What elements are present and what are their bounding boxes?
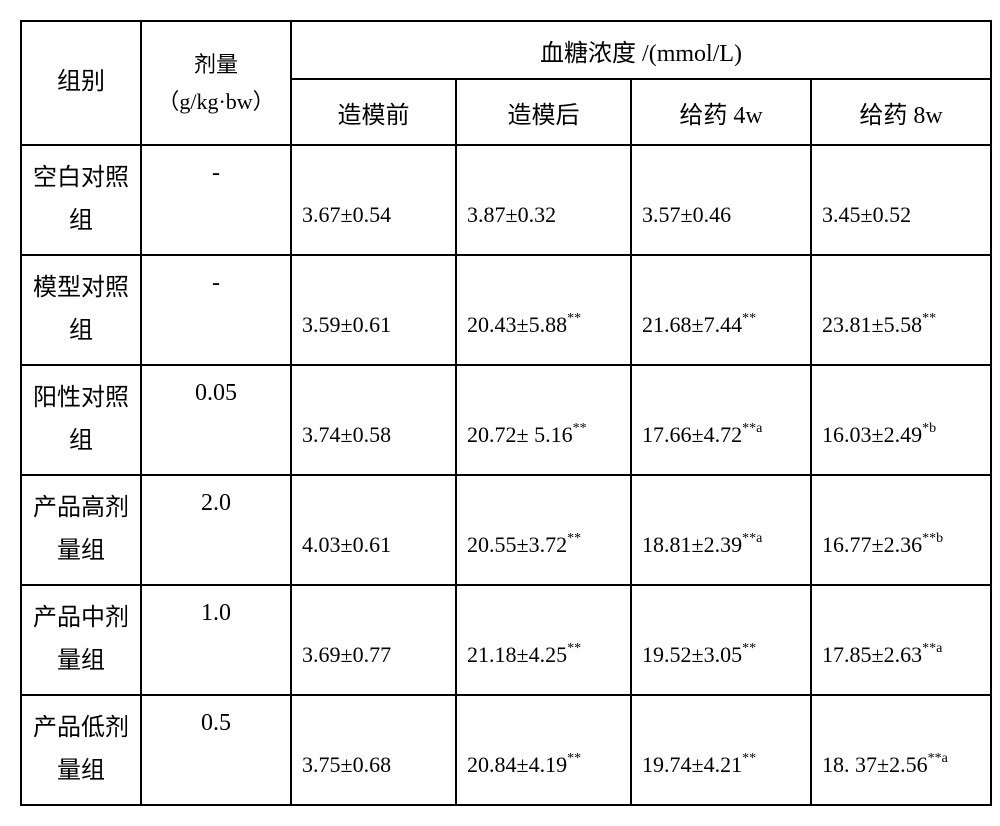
header-post-model: 造模后 xyxy=(456,79,631,145)
data-cell: 3.45±0.52 xyxy=(811,145,991,255)
row-group-label: 阳性对照组 xyxy=(21,365,141,475)
superscript-marker: **b xyxy=(922,531,943,546)
data-cell: 20.43±5.88** xyxy=(456,255,631,365)
row-group-label: 模型对照组 xyxy=(21,255,141,365)
superscript-marker: **a xyxy=(922,641,942,656)
row-dose-value: - xyxy=(141,255,291,365)
superscript-marker: ** xyxy=(567,311,581,326)
superscript-marker: **a xyxy=(742,421,762,436)
superscript-marker: ** xyxy=(573,421,587,436)
row-group-label: 产品高剂量组 xyxy=(21,475,141,585)
superscript-marker: ** xyxy=(567,641,581,656)
data-cell: 18.81±2.39**a xyxy=(631,475,811,585)
table-row: 产品低剂量组0.53.75±0.6820.84±4.19**19.74±4.21… xyxy=(21,695,991,805)
row-group-label: 空白对照组 xyxy=(21,145,141,255)
row-group-label: 产品低剂量组 xyxy=(21,695,141,805)
table-row: 产品中剂量组1.03.69±0.7721.18±4.25**19.52±3.05… xyxy=(21,585,991,695)
data-cell: 20.55±3.72** xyxy=(456,475,631,585)
blood-glucose-table: 组别 剂量 （g/kg·bw） 血糖浓度 /(mmol/L) 造模前 造模后 给… xyxy=(20,20,992,806)
data-cell: 3.87±0.32 xyxy=(456,145,631,255)
data-cell: 16.03±2.49*b xyxy=(811,365,991,475)
data-cell: 17.85±2.63**a xyxy=(811,585,991,695)
header-concentration: 血糖浓度 /(mmol/L) xyxy=(291,21,991,79)
data-cell: 3.67±0.54 xyxy=(291,145,456,255)
data-cell: 20.72± 5.16** xyxy=(456,365,631,475)
row-group-label: 产品中剂量组 xyxy=(21,585,141,695)
superscript-marker: **a xyxy=(928,751,948,766)
data-cell: 4.03±0.61 xyxy=(291,475,456,585)
superscript-marker: ** xyxy=(742,641,756,656)
table-row: 阳性对照组0.053.74±0.5820.72± 5.16**17.66±4.7… xyxy=(21,365,991,475)
header-pre-model: 造模前 xyxy=(291,79,456,145)
data-cell: 23.81±5.58** xyxy=(811,255,991,365)
data-cell: 20.84±4.19** xyxy=(456,695,631,805)
data-cell: 3.69±0.77 xyxy=(291,585,456,695)
row-dose-value: 0.05 xyxy=(141,365,291,475)
data-cell: 18. 37±2.56**a xyxy=(811,695,991,805)
data-cell: 16.77±2.36**b xyxy=(811,475,991,585)
data-cell: 19.52±3.05** xyxy=(631,585,811,695)
table-row: 空白对照组-3.67±0.543.87±0.323.57±0.463.45±0.… xyxy=(21,145,991,255)
data-cell: 3.74±0.58 xyxy=(291,365,456,475)
row-dose-value: 1.0 xyxy=(141,585,291,695)
data-cell: 19.74±4.21** xyxy=(631,695,811,805)
data-table-container: 组别 剂量 （g/kg·bw） 血糖浓度 /(mmol/L) 造模前 造模后 给… xyxy=(20,20,980,806)
superscript-marker: **a xyxy=(742,531,762,546)
superscript-marker: ** xyxy=(567,531,581,546)
header-dose-line1: 剂量 xyxy=(194,52,238,77)
table-row: 产品高剂量组2.04.03±0.6120.55±3.72**18.81±2.39… xyxy=(21,475,991,585)
header-dose-8w: 给药 8w xyxy=(811,79,991,145)
table-row: 模型对照组-3.59±0.6120.43±5.88**21.68±7.44**2… xyxy=(21,255,991,365)
row-dose-value: 2.0 xyxy=(141,475,291,585)
superscript-marker: ** xyxy=(567,751,581,766)
data-cell: 17.66±4.72**a xyxy=(631,365,811,475)
superscript-marker: ** xyxy=(922,311,936,326)
data-cell: 3.75±0.68 xyxy=(291,695,456,805)
row-dose-value: - xyxy=(141,145,291,255)
row-dose-value: 0.5 xyxy=(141,695,291,805)
superscript-marker: *b xyxy=(922,421,936,436)
header-dose: 剂量 （g/kg·bw） xyxy=(141,21,291,145)
header-dose-4w: 给药 4w xyxy=(631,79,811,145)
superscript-marker: ** xyxy=(742,311,756,326)
data-cell: 3.57±0.46 xyxy=(631,145,811,255)
superscript-marker: ** xyxy=(742,751,756,766)
header-dose-line2: （g/kg·bw） xyxy=(157,89,274,114)
header-group: 组别 xyxy=(21,21,141,145)
data-cell: 21.18±4.25** xyxy=(456,585,631,695)
data-cell: 21.68±7.44** xyxy=(631,255,811,365)
data-cell: 3.59±0.61 xyxy=(291,255,456,365)
